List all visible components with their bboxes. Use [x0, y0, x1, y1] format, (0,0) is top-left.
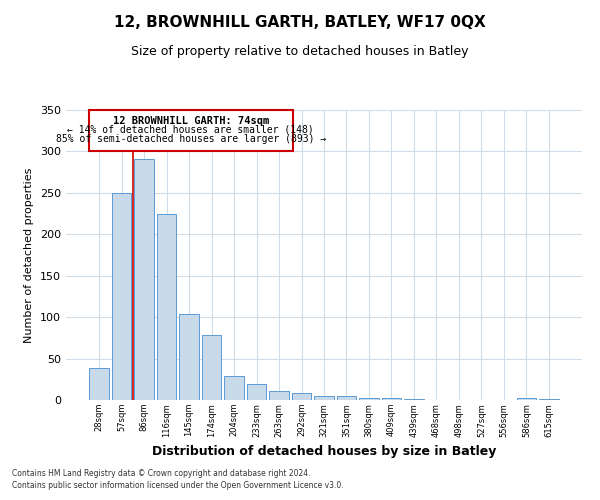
Text: ← 14% of detached houses are smaller (148): ← 14% of detached houses are smaller (14…: [67, 125, 314, 135]
Text: 85% of semi-detached houses are larger (893) →: 85% of semi-detached houses are larger (…: [56, 134, 326, 144]
Bar: [202, 336, 221, 400]
Y-axis label: Number of detached properties: Number of detached properties: [25, 168, 34, 342]
Bar: [179, 314, 199, 400]
Text: Size of property relative to detached houses in Batley: Size of property relative to detached ho…: [131, 45, 469, 58]
Bar: [112, 193, 131, 400]
X-axis label: Distribution of detached houses by size in Batley: Distribution of detached houses by size …: [152, 445, 496, 458]
Bar: [382, 398, 401, 400]
Bar: [359, 398, 379, 400]
Bar: [89, 110, 293, 152]
Text: Contains public sector information licensed under the Open Government Licence v3: Contains public sector information licen…: [12, 481, 344, 490]
Bar: [89, 368, 109, 400]
Bar: [157, 214, 176, 400]
Bar: [269, 391, 289, 400]
Bar: [314, 396, 334, 400]
Bar: [517, 398, 536, 400]
Bar: [404, 399, 424, 400]
Bar: [224, 376, 244, 400]
Text: Contains HM Land Registry data © Crown copyright and database right 2024.: Contains HM Land Registry data © Crown c…: [12, 468, 311, 477]
Text: 12 BROWNHILL GARTH: 74sqm: 12 BROWNHILL GARTH: 74sqm: [113, 116, 269, 126]
Bar: [134, 159, 154, 400]
Bar: [337, 396, 356, 400]
Bar: [247, 384, 266, 400]
Bar: [539, 399, 559, 400]
Bar: [292, 392, 311, 400]
Text: 12, BROWNHILL GARTH, BATLEY, WF17 0QX: 12, BROWNHILL GARTH, BATLEY, WF17 0QX: [114, 15, 486, 30]
